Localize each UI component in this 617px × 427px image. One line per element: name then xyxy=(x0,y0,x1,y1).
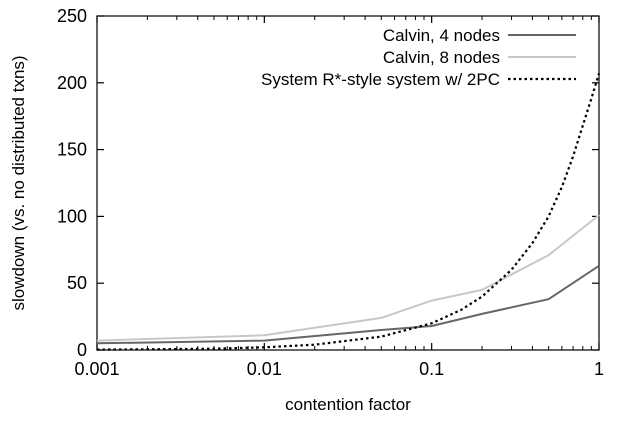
axis-ticks: 0 50 100 150 200 250 0.001 0.01 0.1 1 xyxy=(57,6,604,379)
series-line-2 xyxy=(96,214,600,342)
legend-label: Calvin, 4 nodes xyxy=(383,26,500,45)
plot-border xyxy=(96,15,600,351)
legend-label: Calvin, 8 nodes xyxy=(383,48,500,67)
x-axis-label: contention factor xyxy=(285,395,411,414)
y-tick-label: 150 xyxy=(57,140,87,160)
y-tick-label: 200 xyxy=(57,73,87,93)
series-line-1 xyxy=(96,264,600,345)
legend-label: System R*-style system w/ 2PC xyxy=(261,70,500,89)
series-line-3 xyxy=(96,73,601,351)
x-tick-label: 0.1 xyxy=(419,359,444,379)
x-tick-label: 0.01 xyxy=(247,359,282,379)
plot-frame xyxy=(96,15,600,351)
series-layer xyxy=(96,73,601,351)
y-tick-label: 50 xyxy=(67,273,87,293)
y-axis-label: slowdown (vs. no distributed txns) xyxy=(9,55,28,310)
y-tick-label: 100 xyxy=(57,206,87,226)
y-tick-label: 0 xyxy=(77,340,87,360)
y-tick-label: 250 xyxy=(57,6,87,26)
x-tick-label: 0.001 xyxy=(74,359,119,379)
legend: Calvin, 4 nodes Calvin, 8 nodes System R*-… xyxy=(261,26,576,89)
x-tick-label: 1 xyxy=(594,359,604,379)
